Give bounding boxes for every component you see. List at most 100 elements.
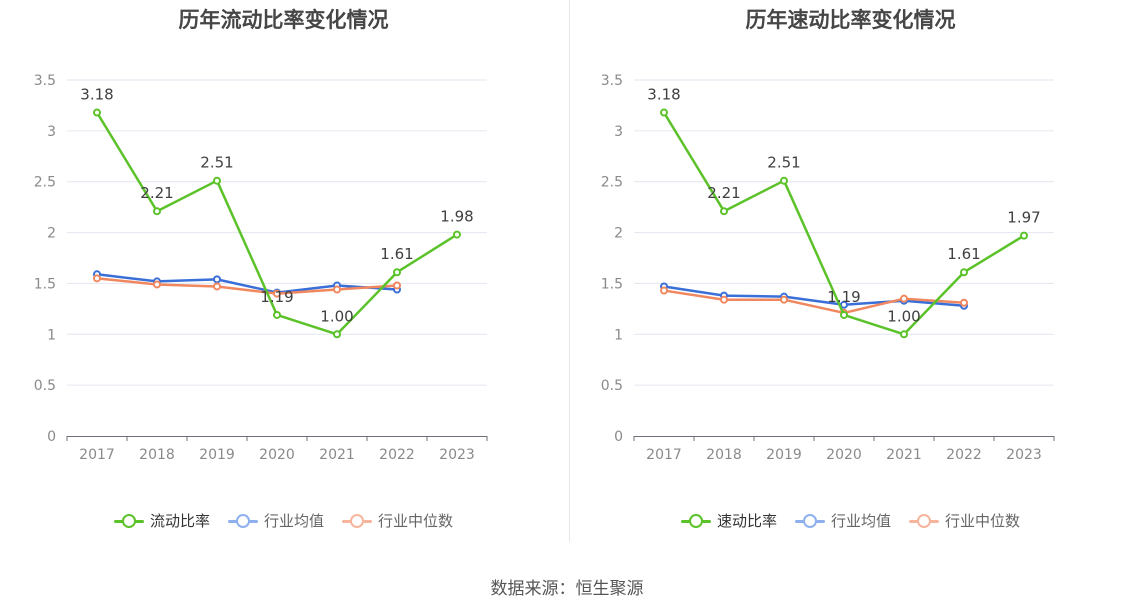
y-tick-label: 2	[47, 226, 56, 242]
data-point-0	[780, 176, 788, 185]
data-point-0	[153, 207, 161, 216]
data-point-1	[213, 275, 221, 284]
data-point-0	[960, 268, 968, 277]
series-line-1	[663, 285, 965, 308]
data-point-0	[660, 108, 668, 117]
y-tick-label: 1.5	[601, 276, 623, 292]
legend: 速动比率 行业均值 行业中位数	[567, 510, 1134, 531]
x-tick-label: 2018	[139, 447, 175, 463]
legend-series-marker-icon	[113, 512, 144, 530]
series-line-2	[96, 277, 398, 295]
y-tick-label: 2.5	[34, 175, 56, 191]
data-point-2	[720, 295, 728, 304]
legend-item-series-2[interactable]: 行业中位数	[342, 510, 453, 531]
data-label: 1.61	[947, 245, 980, 263]
legend-item-series-1[interactable]: 行业均值	[794, 510, 891, 531]
x-tick-label: 2023	[439, 447, 475, 463]
legend-series-marker-icon	[794, 512, 825, 530]
legend-item-series-0[interactable]: 流动比率	[113, 510, 210, 531]
legend-item-series-1[interactable]: 行业均值	[227, 510, 324, 531]
legend-series-marker-icon	[680, 512, 711, 530]
x-tick-label: 2020	[826, 447, 862, 463]
data-point-0	[900, 330, 908, 339]
y-tick-label: 3.5	[601, 73, 623, 89]
legend-item-series-0[interactable]: 速动比率	[680, 510, 777, 531]
y-tick-label: 0.5	[34, 378, 56, 394]
data-point-0	[840, 310, 848, 319]
x-tick-label: 2019	[199, 447, 235, 463]
data-source-note: 数据来源：恒生聚源	[490, 579, 644, 599]
line-chart-current-ratio: 0 0.5 1 1.5 2 2.5 3 3.5 2017 2018 2019 2020 2021 2022…	[34, 73, 488, 463]
data-label: 1.98	[440, 208, 473, 226]
x-tick-label: 2021	[319, 447, 355, 463]
y-tick-label: 3	[47, 124, 56, 140]
data-point-2	[393, 281, 401, 290]
chart-title: 历年流动比率变化情况	[178, 8, 389, 32]
x-tick-label: 2018	[706, 447, 742, 463]
data-point-0	[273, 310, 281, 319]
data-point-2	[780, 295, 788, 304]
x-tick-label: 2019	[766, 447, 802, 463]
data-label: 1.19	[260, 288, 293, 306]
line-chart-quick-ratio: 0 0.5 1 1.5 2 2.5 3 3.5 2017 2018 2019 2020 2021 2022…	[601, 73, 1055, 463]
data-point-1	[840, 300, 848, 309]
data-point-2	[153, 280, 161, 289]
legend-label: 行业均值	[263, 512, 324, 530]
data-point-2	[93, 274, 101, 283]
y-tick-label: 0.5	[601, 378, 623, 394]
data-label: 1.61	[380, 245, 413, 263]
data-point-0	[333, 330, 341, 339]
legend-label: 行业中位数	[945, 512, 1021, 530]
legend-label: 行业均值	[830, 512, 891, 530]
data-point-0	[453, 230, 461, 239]
y-tick-label: 3.5	[34, 73, 56, 89]
legend-series-marker-icon	[227, 512, 258, 530]
legend-label: 速动比率	[716, 512, 777, 530]
legend-label: 流动比率	[149, 512, 210, 530]
legend-series-marker-icon	[909, 512, 939, 530]
legend-item-series-2[interactable]: 行业中位数	[909, 510, 1020, 531]
x-tick-label: 2017	[646, 447, 682, 463]
data-point-0	[93, 108, 101, 117]
y-tick-label: 1	[47, 327, 56, 343]
x-tick-label: 2023	[1006, 447, 1042, 463]
left-chart-panel: 历年流动比率变化情况 0 0.5 1 1.5 2 2.5 3 3.5 2017 2018 2019 2…	[0, 0, 567, 545]
data-label: 2.51	[767, 154, 800, 172]
data-point-0	[720, 207, 728, 216]
right-chart-panel: 历年速动比率变化情况 0 0.5 1 1.5 2 2.5 3 3.5 2017 2018 2019 2…	[567, 0, 1134, 545]
data-label: 3.18	[647, 86, 680, 104]
y-tick-label: 0	[614, 429, 623, 445]
data-label: 2.21	[140, 184, 173, 202]
data-label: 3.18	[80, 86, 113, 104]
legend-series-marker-icon	[342, 512, 372, 530]
data-label: 1.19	[827, 288, 860, 306]
y-tick-label: 1	[614, 327, 623, 343]
y-tick-label: 2.5	[601, 175, 623, 191]
data-point-2	[333, 285, 341, 294]
series-line-1	[96, 273, 398, 294]
data-label: 2.21	[707, 184, 740, 202]
chart-title: 历年速动比率变化情况	[745, 8, 956, 32]
y-tick-label: 3	[614, 124, 623, 140]
y-tick-label: 0	[47, 429, 56, 445]
x-tick-label: 2022	[946, 447, 982, 463]
data-label: 2.51	[200, 154, 233, 172]
data-label: 1.00	[887, 307, 920, 325]
data-point-2	[213, 282, 221, 291]
data-point-0	[213, 176, 221, 185]
x-tick-label: 2020	[259, 447, 295, 463]
y-tick-label: 2	[614, 226, 623, 242]
legend-label: 行业中位数	[378, 512, 454, 530]
data-point-0	[393, 268, 401, 277]
x-tick-label: 2022	[379, 447, 415, 463]
data-point-2	[900, 294, 908, 303]
legend: 流动比率 行业均值 行业中位数	[0, 510, 567, 531]
data-point-2	[960, 298, 968, 307]
panel-divider	[569, 0, 570, 542]
data-point-2	[273, 289, 281, 298]
x-tick-label: 2021	[886, 447, 922, 463]
y-tick-label: 1.5	[34, 276, 56, 292]
x-tick-label: 2017	[79, 447, 115, 463]
data-label: 1.97	[1007, 209, 1040, 227]
series-line-2	[663, 289, 965, 315]
